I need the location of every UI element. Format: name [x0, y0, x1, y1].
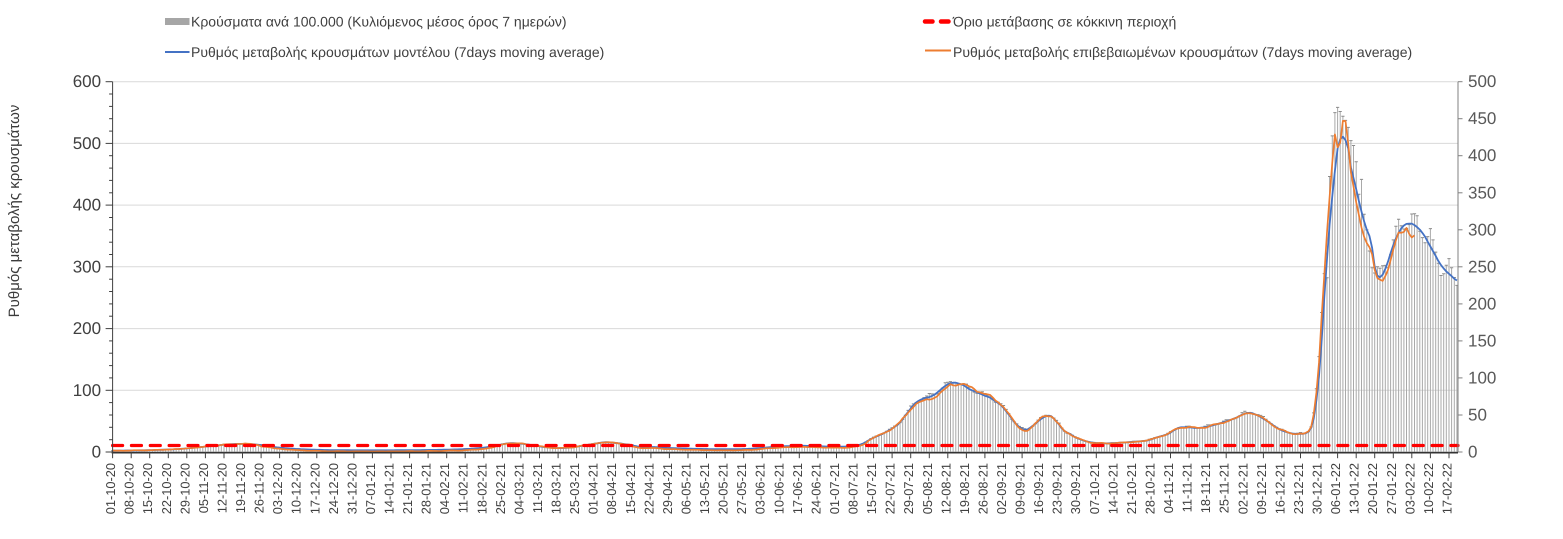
svg-text:02-12-21: 02-12-21 [1235, 463, 1250, 514]
svg-text:08-10-20: 08-10-20 [122, 463, 137, 514]
svg-text:05-11-20: 05-11-20 [196, 463, 211, 513]
svg-text:23-09-21: 23-09-21 [1050, 463, 1065, 514]
svg-text:09-12-21: 09-12-21 [1254, 463, 1269, 514]
svg-text:19-08-21: 19-08-21 [957, 463, 972, 514]
svg-text:06-05-21: 06-05-21 [679, 463, 694, 514]
svg-text:31-12-20: 31-12-20 [344, 463, 359, 514]
svg-text:04-02-21: 04-02-21 [437, 463, 452, 514]
svg-text:350: 350 [1468, 183, 1496, 202]
svg-text:12-08-21: 12-08-21 [938, 463, 953, 514]
svg-text:15-07-21: 15-07-21 [864, 463, 879, 514]
svg-text:17-02-22: 17-02-22 [1440, 463, 1455, 514]
svg-text:19-11-20: 19-11-20 [233, 463, 248, 513]
svg-text:12-11-20: 12-11-20 [215, 463, 230, 513]
svg-text:10-06-21: 10-06-21 [771, 463, 786, 514]
svg-text:01-04-21: 01-04-21 [586, 463, 601, 514]
svg-text:500: 500 [1468, 72, 1496, 91]
svg-text:05-08-21: 05-08-21 [920, 463, 935, 514]
svg-text:25-11-21: 25-11-21 [1217, 463, 1232, 513]
svg-text:300: 300 [73, 257, 101, 276]
svg-text:18-02-21: 18-02-21 [474, 463, 489, 514]
svg-text:0: 0 [92, 443, 101, 462]
svg-text:0: 0 [1468, 443, 1477, 462]
svg-text:11-02-21: 11-02-21 [456, 463, 471, 513]
svg-text:Όριο μετάβασης σε κόκκινη περι: Όριο μετάβασης σε κόκκινη περιοχή [952, 14, 1176, 30]
svg-text:30-12-21: 30-12-21 [1310, 463, 1325, 514]
svg-text:10-02-22: 10-02-22 [1421, 463, 1436, 514]
svg-text:22-10-20: 22-10-20 [159, 463, 174, 514]
svg-text:14-10-21: 14-10-21 [1105, 463, 1120, 514]
svg-text:28-10-21: 28-10-21 [1143, 463, 1158, 514]
svg-text:08-04-21: 08-04-21 [604, 463, 619, 514]
svg-text:02-09-21: 02-09-21 [994, 463, 1009, 514]
svg-text:21-01-21: 21-01-21 [400, 463, 415, 514]
svg-text:23-12-21: 23-12-21 [1291, 463, 1306, 514]
svg-text:03-06-21: 03-06-21 [753, 463, 768, 514]
svg-text:27-01-22: 27-01-22 [1384, 463, 1399, 514]
svg-text:200: 200 [73, 319, 101, 338]
svg-text:100: 100 [1468, 368, 1496, 387]
svg-text:06-01-22: 06-01-22 [1328, 463, 1343, 514]
svg-text:04-03-21: 04-03-21 [511, 463, 526, 514]
svg-text:24-12-20: 24-12-20 [326, 463, 341, 514]
svg-text:16-09-21: 16-09-21 [1031, 463, 1046, 514]
svg-text:300: 300 [1468, 220, 1496, 239]
svg-text:28-01-21: 28-01-21 [419, 463, 434, 514]
svg-text:200: 200 [1468, 294, 1496, 313]
svg-text:29-10-20: 29-10-20 [177, 463, 192, 514]
svg-text:07-10-21: 07-10-21 [1087, 463, 1102, 514]
svg-text:Κρούσματα ανά 100.000 (Κυλιόμε: Κρούσματα ανά 100.000 (Κυλιόμενος μέσος … [191, 14, 567, 30]
svg-text:22-04-21: 22-04-21 [641, 463, 656, 514]
svg-text:17-12-20: 17-12-20 [307, 463, 322, 514]
svg-text:09-09-21: 09-09-21 [1013, 463, 1028, 514]
svg-text:250: 250 [1468, 257, 1496, 276]
svg-text:22-07-21: 22-07-21 [883, 463, 898, 514]
svg-text:11-03-21: 11-03-21 [530, 463, 545, 513]
svg-text:400: 400 [73, 196, 101, 215]
svg-text:01-07-21: 01-07-21 [827, 463, 842, 514]
svg-text:25-02-21: 25-02-21 [493, 463, 508, 514]
svg-text:07-01-21: 07-01-21 [363, 463, 378, 514]
svg-text:14-01-21: 14-01-21 [382, 463, 397, 514]
svg-text:600: 600 [73, 72, 101, 91]
svg-text:Ρυθμός μεταβολής κρουσμάτων μο: Ρυθμός μεταβολής κρουσμάτων μοντέλου (7d… [191, 44, 604, 60]
svg-text:11-11-21: 11-11-21 [1180, 463, 1195, 512]
svg-text:400: 400 [1468, 146, 1496, 165]
svg-text:27-05-21: 27-05-21 [734, 463, 749, 514]
svg-text:20-05-21: 20-05-21 [716, 463, 731, 514]
svg-text:29-04-21: 29-04-21 [660, 463, 675, 514]
svg-text:Ρυθμός μεταβολής επιβεβαιωμένω: Ρυθμός μεταβολής επιβεβαιωμένων κρουσμάτ… [953, 44, 1412, 60]
svg-text:30-09-21: 30-09-21 [1068, 463, 1083, 514]
svg-text:29-07-21: 29-07-21 [901, 463, 916, 514]
svg-text:08-07-21: 08-07-21 [846, 463, 861, 514]
svg-text:10-12-20: 10-12-20 [289, 463, 304, 514]
svg-text:25-03-21: 25-03-21 [567, 463, 582, 514]
svg-text:13-05-21: 13-05-21 [697, 463, 712, 514]
svg-text:500: 500 [73, 134, 101, 153]
svg-text:26-11-20: 26-11-20 [252, 463, 267, 513]
svg-text:13-01-22: 13-01-22 [1347, 463, 1362, 514]
svg-text:03-12-20: 03-12-20 [270, 463, 285, 514]
svg-text:16-12-21: 16-12-21 [1272, 463, 1287, 514]
svg-text:04-11-21: 04-11-21 [1161, 463, 1176, 513]
svg-text:18-03-21: 18-03-21 [549, 463, 564, 514]
svg-text:24-06-21: 24-06-21 [808, 463, 823, 514]
svg-text:17-06-21: 17-06-21 [790, 463, 805, 514]
svg-text:15-10-20: 15-10-20 [140, 463, 155, 514]
svg-text:Ρυθμός μεταβολής κρουσμάτων: Ρυθμός μεταβολής κρουσμάτων [6, 105, 23, 318]
svg-text:450: 450 [1468, 109, 1496, 128]
svg-text:50: 50 [1468, 406, 1487, 425]
svg-text:01-10-20: 01-10-20 [103, 463, 118, 514]
svg-text:150: 150 [1468, 331, 1496, 350]
svg-text:21-10-21: 21-10-21 [1124, 463, 1139, 514]
svg-text:18-11-21: 18-11-21 [1198, 463, 1213, 513]
svg-text:03-02-22: 03-02-22 [1402, 463, 1417, 514]
svg-text:26-08-21: 26-08-21 [975, 463, 990, 514]
svg-text:100: 100 [73, 381, 101, 400]
svg-text:20-01-22: 20-01-22 [1365, 463, 1380, 514]
svg-text:15-04-21: 15-04-21 [623, 463, 638, 514]
